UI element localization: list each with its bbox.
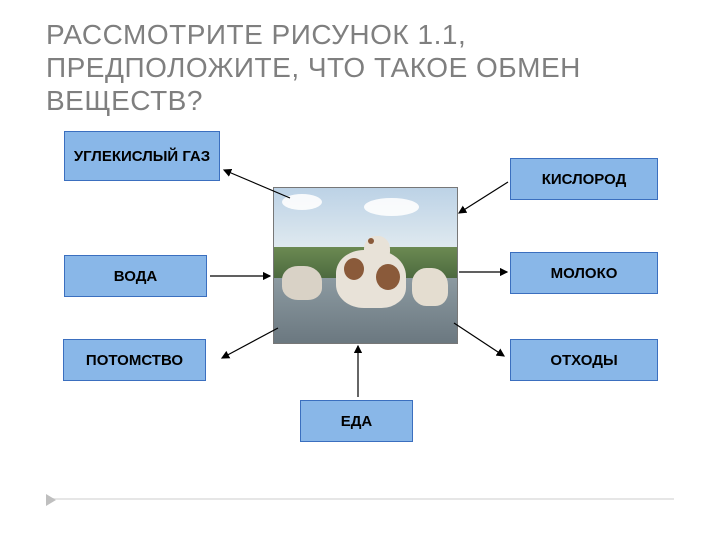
- cloud: [282, 194, 322, 210]
- center-cow-image: [273, 187, 458, 344]
- box-label: КИСЛОРОД: [542, 171, 627, 188]
- cow: [336, 250, 406, 308]
- slide: РАССМОТРИТЕ РИСУНОК 1.1, ПРЕДПОЛОЖИТЕ, Ч…: [0, 0, 720, 540]
- cloud: [364, 198, 419, 216]
- box-label: ПОТОМСТВО: [86, 352, 183, 369]
- footer-triangle-icon: [46, 494, 56, 506]
- box-label: ВОДА: [114, 268, 157, 285]
- box-label: УГЛЕКИСЛЫЙ ГАЗ: [74, 148, 210, 165]
- footer-rule: [46, 498, 674, 500]
- box-milk: МОЛОКО: [510, 252, 658, 294]
- cow: [282, 266, 322, 300]
- box-label: МОЛОКО: [551, 265, 618, 282]
- slide-title: РАССМОТРИТЕ РИСУНОК 1.1, ПРЕДПОЛОЖИТЕ, Ч…: [46, 18, 674, 117]
- box-carbon-dioxide: УГЛЕКИСЛЫЙ ГАЗ: [64, 131, 220, 181]
- cow: [412, 268, 448, 306]
- box-label: ЕДА: [341, 413, 373, 430]
- box-oxygen: КИСЛОРОД: [510, 158, 658, 200]
- box-label: ОТХОДЫ: [550, 352, 617, 369]
- box-waste: ОТХОДЫ: [510, 339, 658, 381]
- box-offspring: ПОТОМСТВО: [63, 339, 206, 381]
- box-food: ЕДА: [300, 400, 413, 442]
- box-water: ВОДА: [64, 255, 207, 297]
